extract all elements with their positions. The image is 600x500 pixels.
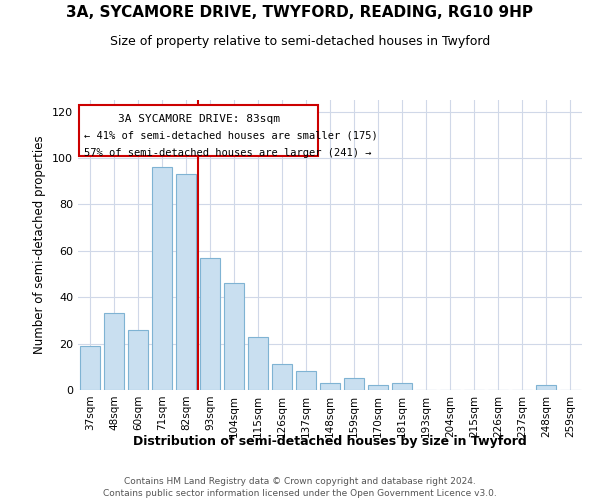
Bar (80, 346, 100, 390)
Text: 57% of semi-detached houses are larger (241) →: 57% of semi-detached houses are larger (… (84, 148, 371, 158)
Bar (296, 372, 316, 390)
Bar (200, 258, 220, 390)
Bar (128, 330, 148, 390)
Bar (248, 336, 268, 390)
Text: Size of property relative to semi-detached houses in Twyford: Size of property relative to semi-detach… (110, 35, 490, 48)
Text: Contains public sector information licensed under the Open Government Licence v3: Contains public sector information licen… (103, 489, 497, 498)
Text: ← 41% of semi-detached houses are smaller (175): ← 41% of semi-detached houses are smalle… (84, 130, 378, 140)
Y-axis label: Number of semi-detached properties: Number of semi-detached properties (34, 136, 46, 354)
Text: 3A SYCAMORE DRIVE: 83sqm: 3A SYCAMORE DRIVE: 83sqm (118, 114, 280, 124)
Bar (344, 378, 364, 390)
Text: Distribution of semi-detached houses by size in Twyford: Distribution of semi-detached houses by … (133, 435, 527, 448)
Bar (392, 383, 412, 390)
Bar (176, 174, 196, 390)
Text: Contains HM Land Registry data © Crown copyright and database right 2024.: Contains HM Land Registry data © Crown c… (124, 478, 476, 486)
FancyBboxPatch shape (79, 104, 318, 156)
Bar (536, 386, 556, 390)
Bar (272, 364, 292, 390)
Bar (104, 314, 124, 390)
Text: 3A, SYCAMORE DRIVE, TWYFORD, READING, RG10 9HP: 3A, SYCAMORE DRIVE, TWYFORD, READING, RG… (67, 5, 533, 20)
Bar (224, 284, 244, 390)
Bar (152, 168, 172, 390)
Bar (320, 383, 340, 390)
Bar (368, 386, 388, 390)
